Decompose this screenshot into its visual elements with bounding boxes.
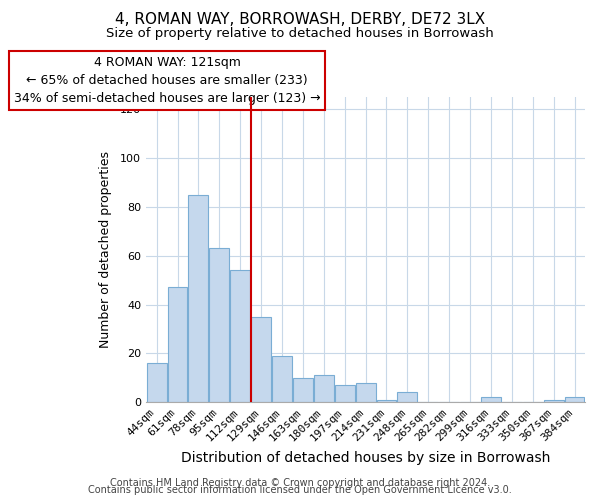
Bar bbox=[146, 363, 167, 402]
Bar bbox=[481, 397, 501, 402]
Bar bbox=[188, 195, 208, 402]
Bar bbox=[230, 270, 250, 402]
Bar bbox=[565, 397, 584, 402]
Text: Contains public sector information licensed under the Open Government Licence v3: Contains public sector information licen… bbox=[88, 485, 512, 495]
Bar bbox=[314, 376, 334, 402]
Text: 4, ROMAN WAY, BORROWASH, DERBY, DE72 3LX: 4, ROMAN WAY, BORROWASH, DERBY, DE72 3LX bbox=[115, 12, 485, 28]
Bar bbox=[544, 400, 563, 402]
Text: 4 ROMAN WAY: 121sqm
← 65% of detached houses are smaller (233)
34% of semi-detac: 4 ROMAN WAY: 121sqm ← 65% of detached ho… bbox=[14, 56, 320, 104]
Bar bbox=[397, 392, 418, 402]
Bar bbox=[335, 385, 355, 402]
Bar bbox=[377, 400, 397, 402]
Bar bbox=[356, 382, 376, 402]
Bar bbox=[272, 356, 292, 402]
Text: Contains HM Land Registry data © Crown copyright and database right 2024.: Contains HM Land Registry data © Crown c… bbox=[110, 478, 490, 488]
Text: Size of property relative to detached houses in Borrowash: Size of property relative to detached ho… bbox=[106, 28, 494, 40]
Bar bbox=[167, 288, 187, 402]
Y-axis label: Number of detached properties: Number of detached properties bbox=[99, 151, 112, 348]
Bar bbox=[209, 248, 229, 402]
X-axis label: Distribution of detached houses by size in Borrowash: Distribution of detached houses by size … bbox=[181, 451, 550, 465]
Bar bbox=[251, 316, 271, 402]
Bar bbox=[293, 378, 313, 402]
